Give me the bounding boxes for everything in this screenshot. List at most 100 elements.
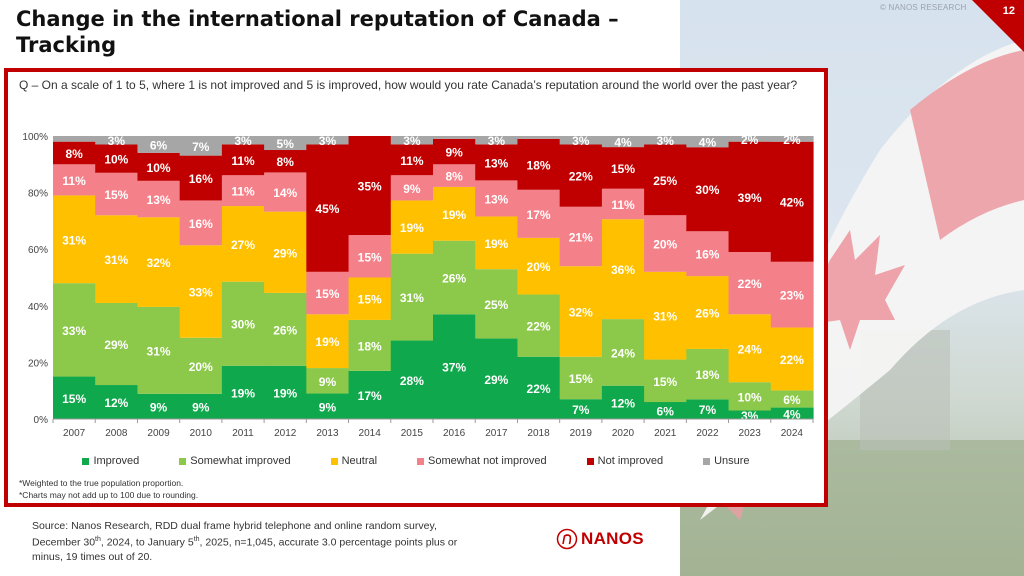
bar-segment-somewhat-improved <box>95 302 139 386</box>
bar-segment-somewhat-improved <box>221 281 265 366</box>
bar-segment-somewhat-improved <box>306 368 350 394</box>
x-tick-label: 2012 <box>274 428 297 439</box>
data-label: 13% <box>147 193 171 207</box>
bar-segment-neutral <box>686 276 730 349</box>
bar-segment-neutral <box>770 327 814 391</box>
data-label: 37% <box>442 361 466 375</box>
bar-segment-somewhat-not-improved <box>348 235 392 278</box>
data-label: 9% <box>192 400 210 414</box>
data-label: 19% <box>442 208 466 222</box>
data-label: 32% <box>569 305 593 319</box>
data-label: 36% <box>611 263 635 277</box>
data-label: 20% <box>189 360 213 374</box>
bar-segment-improved <box>390 340 434 419</box>
bar-segment-improved <box>221 365 265 419</box>
legend-item: Unsure <box>703 455 750 467</box>
data-label: 29% <box>104 338 128 352</box>
data-label: 8% <box>65 147 83 161</box>
x-tick-label: 2020 <box>612 428 635 439</box>
data-label: 13% <box>484 156 508 170</box>
slide-title: Change in the international reputation o… <box>16 7 619 57</box>
bar-segment-improved <box>179 393 223 419</box>
bar-segment-unsure <box>179 136 223 156</box>
chart-panel: Q – On a scale of 1 to 5, where 1 is not… <box>4 68 828 507</box>
bar-segment-improved <box>644 402 687 419</box>
data-label: 22% <box>527 320 551 334</box>
bar-segment-somewhat-improved <box>644 359 687 403</box>
data-label: 5% <box>277 137 295 151</box>
data-label: 26% <box>442 272 466 286</box>
x-tick-label: 2013 <box>316 428 339 439</box>
bar-segment-improved <box>348 370 392 419</box>
data-label: 29% <box>273 246 297 260</box>
bar-segment-not-improved <box>475 144 519 181</box>
bar-segment-somewhat-not-improved <box>517 189 561 238</box>
data-label: 11% <box>231 154 255 168</box>
x-tick-label: 2023 <box>739 428 762 439</box>
bar-segment-neutral <box>264 211 307 293</box>
data-label: 19% <box>315 335 339 349</box>
data-label: 6% <box>783 393 801 407</box>
data-label: 15% <box>611 162 635 176</box>
bar-segment-somewhat-not-improved <box>264 172 307 212</box>
data-label: 19% <box>273 386 297 400</box>
bar-segment-improved <box>601 385 645 419</box>
bar-segment-improved <box>53 376 96 419</box>
data-label: 21% <box>569 230 593 244</box>
bar-segment-improved <box>137 393 181 419</box>
y-tick-label: 20% <box>28 358 48 369</box>
legend-swatch <box>179 457 187 465</box>
data-label: 6% <box>657 405 675 419</box>
data-label: 15% <box>653 375 677 389</box>
legend-label: Unsure <box>714 455 750 467</box>
bar-segment-unsure <box>644 136 687 145</box>
bar-segment-somewhat-not-improved <box>137 180 181 218</box>
data-label: 3% <box>488 134 506 148</box>
data-label: 10% <box>147 161 171 175</box>
data-label: 15% <box>315 287 339 301</box>
legend-item: Improved <box>82 455 139 467</box>
bar-segment-improved <box>517 356 561 419</box>
data-label: 20% <box>527 260 551 274</box>
bar-segment-improved <box>475 338 519 419</box>
legend-label: Somewhat improved <box>190 455 291 467</box>
bar-segment-somewhat-not-improved <box>390 175 434 201</box>
data-label: 24% <box>738 342 762 356</box>
source-text: , 2025, n=1,045, accurate 3.0 percentage… <box>199 536 458 549</box>
data-label: 10% <box>104 153 128 167</box>
y-tick-label: 40% <box>28 302 48 313</box>
data-label: 18% <box>527 158 551 172</box>
source-line-1: Source: Nanos Research, RDD dual frame h… <box>32 520 437 532</box>
data-label: 11% <box>400 154 424 168</box>
data-label: 31% <box>104 253 128 267</box>
data-label: 23% <box>780 289 804 303</box>
legend-swatch <box>82 457 90 465</box>
bar-segment-somewhat-improved <box>348 319 392 371</box>
legend-item: Somewhat not improved <box>417 455 547 467</box>
data-label: 3% <box>403 134 421 148</box>
bar-segment-somewhat-improved <box>601 319 645 386</box>
bar-segment-somewhat-improved <box>433 240 476 315</box>
data-label: 7% <box>572 403 590 417</box>
x-tick-label: 2024 <box>781 428 804 439</box>
stacked-bar-chart: 0% 20% 40% 60% 80% 100% 15% 33% 31% 11% 8% 2007 12% 2… <box>22 132 814 439</box>
data-label: 11% <box>62 174 86 188</box>
data-label: 22% <box>569 170 593 184</box>
data-label: 12% <box>611 396 635 410</box>
bar-segment-improved <box>306 393 350 419</box>
bar-segment-somewhat-not-improved <box>221 175 265 207</box>
legend-label: Neutral <box>341 455 378 467</box>
data-label: 27% <box>231 238 255 252</box>
source-line-3: minus, 19 times out of 20. <box>32 550 153 563</box>
copyright-label: © NANOS RESEARCH <box>880 3 967 12</box>
bar-segment-neutral <box>179 245 223 338</box>
bar-segment-neutral <box>559 266 603 357</box>
bar-segment-unsure <box>559 136 603 145</box>
data-label: 16% <box>189 217 213 231</box>
data-label: 35% <box>358 180 382 194</box>
bar-segment-not-improved <box>644 144 687 216</box>
bar-segment-somewhat-improved <box>264 292 307 366</box>
y-tick-label: 60% <box>28 245 48 256</box>
data-label: 19% <box>231 386 255 400</box>
data-label: 9% <box>445 146 463 160</box>
